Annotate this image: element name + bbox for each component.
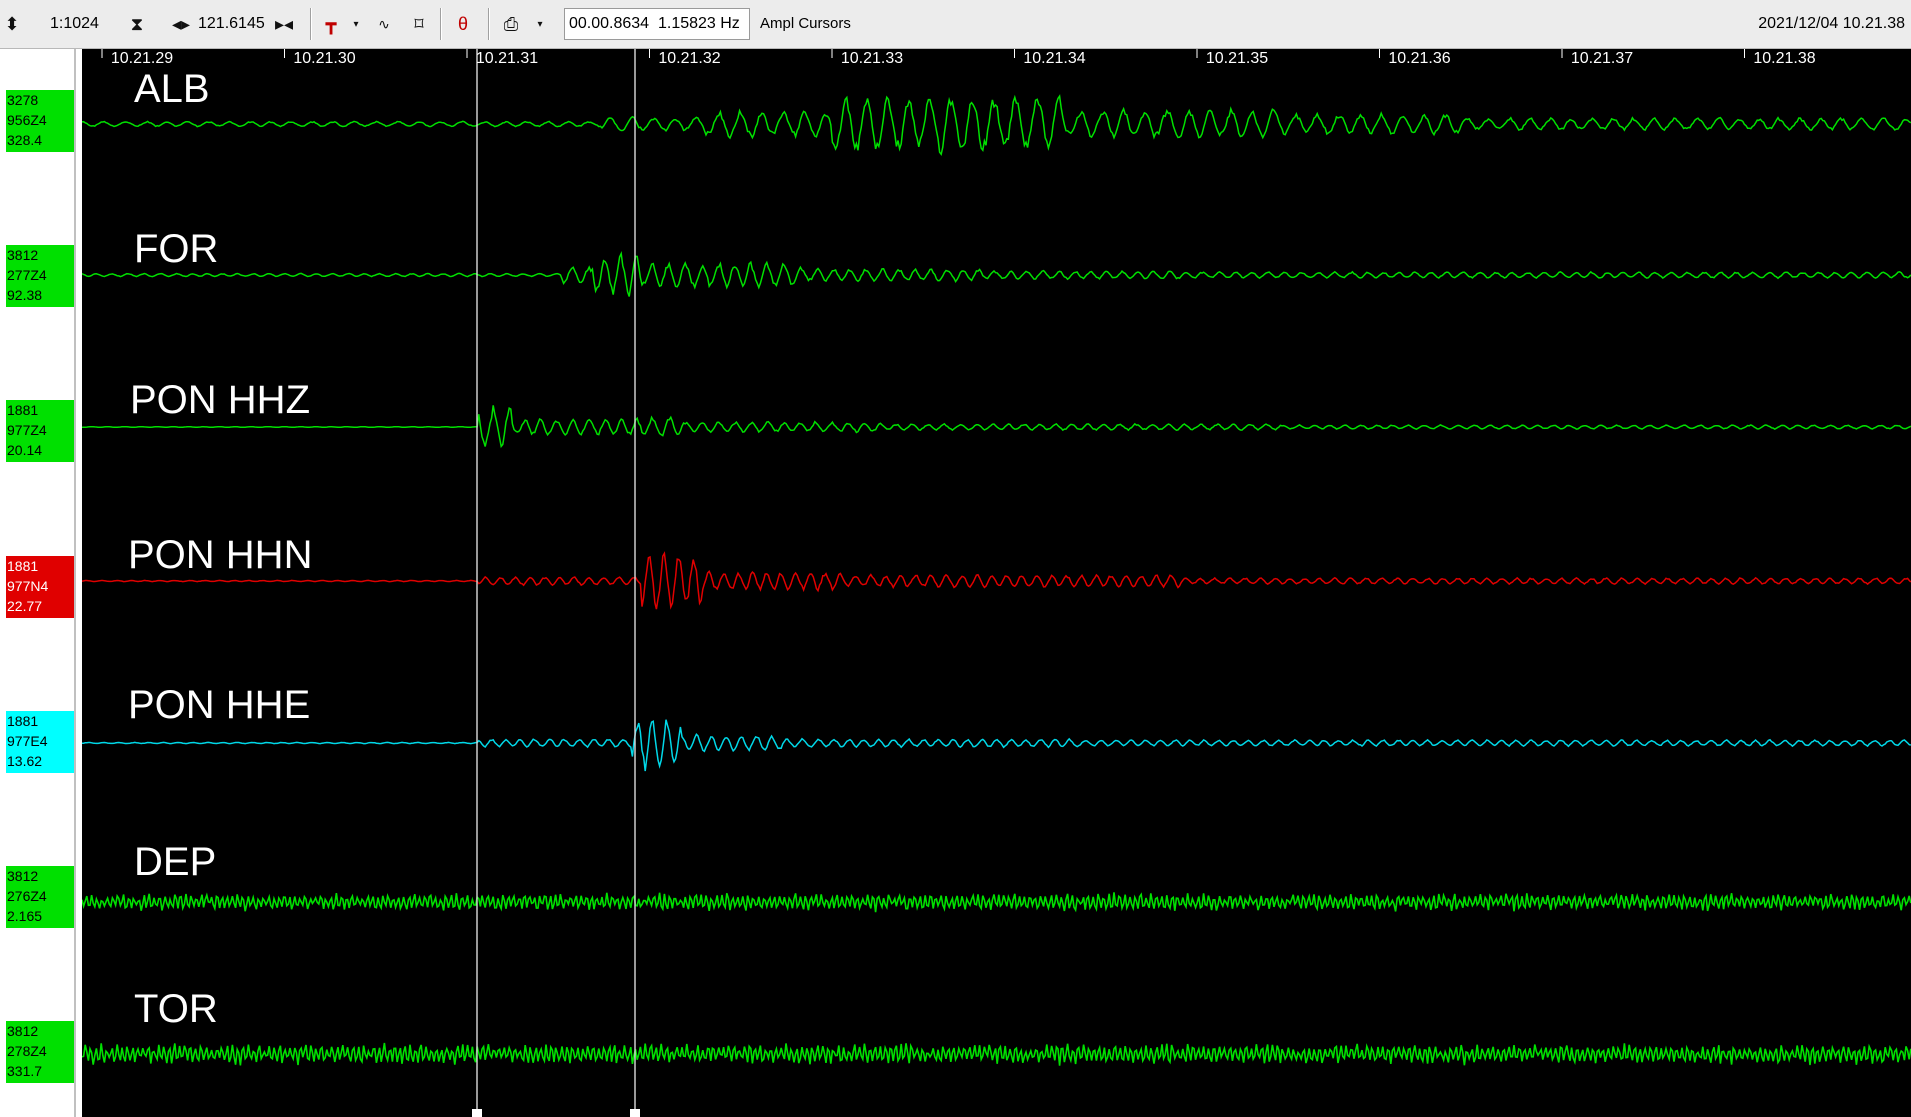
station-name: FOR	[134, 227, 219, 271]
channel-info-line: 276Z4	[7, 888, 47, 904]
trace-pon-hhz	[82, 405, 1911, 449]
channel-info-line: 977E4	[7, 733, 48, 749]
channel-info-line: 956Z4	[7, 112, 47, 128]
station-name: ALB	[134, 67, 210, 111]
channel-label[interactable]: 3812 278Z4 331.7	[6, 1021, 74, 1083]
channel-label[interactable]: 3812 276Z4 2.165	[6, 866, 74, 928]
channel-info-line: 1881	[7, 713, 39, 729]
trace-pon-hhe	[82, 719, 1911, 772]
channel-info-line: 3812	[7, 1023, 39, 1039]
channel-info-line: 92.38	[7, 287, 43, 303]
channel-info-line: 278Z4	[7, 1043, 47, 1059]
time-tick-label: 10.21.35	[1205, 50, 1269, 67]
print-dropdown-icon[interactable]: ▾	[537, 18, 543, 30]
station-name: PON HHE	[128, 683, 311, 727]
printer-icon[interactable]: ⎙	[503, 13, 519, 34]
trace-dep	[82, 892, 1911, 913]
chevron-down-icon[interactable]: ▾	[353, 18, 359, 30]
channel-label[interactable]: 1881 977Z4 20.14	[6, 400, 74, 462]
channel-label[interactable]: 3812 277Z4 92.38	[6, 245, 74, 307]
cursor-handle[interactable]	[472, 1109, 482, 1117]
vertical-zoom-icon[interactable]: ⧗	[130, 13, 144, 34]
station-name: PON HHZ	[130, 378, 310, 422]
channel-info-line: 3278	[7, 92, 39, 108]
channel-info-line: 277Z4	[7, 267, 47, 283]
cursor-time: 00.00.8634	[569, 15, 650, 32]
channel-label[interactable]: 1881 977E4 13.62	[6, 711, 74, 773]
datetime: 2021/12/04 10.21.38	[1758, 15, 1905, 32]
fit-width-icon[interactable]: ▸◂	[274, 13, 294, 34]
channel-info-line: 13.62	[7, 753, 43, 769]
time-tick-label: 10.21.31	[475, 50, 539, 67]
channel-info-line: 22.77	[7, 598, 43, 614]
station-name: PON HHN	[128, 533, 313, 577]
fit-icon[interactable]: ⌑	[414, 13, 424, 34]
wave-icon[interactable]: ∿	[378, 15, 390, 32]
channel-info-line: 328.4	[7, 132, 43, 148]
trace-tor	[82, 1042, 1911, 1066]
time-tick-label: 10.21.32	[658, 50, 721, 67]
channel-label[interactable]: 3278 956Z4 328.4	[6, 90, 74, 152]
cursor-mode: Ampl Cursors	[760, 15, 851, 32]
channel-info-line: 3812	[7, 247, 39, 263]
toolbar: ⬍ 1:1024 ⧗ ◂▸ 121.6145 ▸◂ ┳ ▾ ∿ ⌑ θ ⎙ ▾ …	[0, 0, 1911, 49]
cursor-handle[interactable]	[630, 1109, 640, 1117]
channel-info-line: 2.165	[7, 908, 43, 924]
seismogram-canvas[interactable]	[82, 49, 1911, 1117]
channel-label[interactable]: 1881 977N4 22.77	[6, 556, 74, 618]
time-tick-label: 10.21.33	[840, 50, 904, 67]
time-tick-label: 10.21.37	[1570, 50, 1634, 67]
phase-icon[interactable]: θ	[457, 13, 468, 34]
filter-icon[interactable]: ┳	[325, 13, 337, 34]
time-tick-label: 10.21.30	[293, 50, 356, 67]
channel-info-line: 1881	[7, 558, 39, 574]
station-name: TOR	[134, 987, 218, 1031]
updown-arrow-icon[interactable]: ⬍	[4, 13, 20, 34]
channel-info-line: 977Z4	[7, 422, 47, 438]
trace-for	[82, 250, 1911, 297]
left-right-arrow-icon[interactable]: ◂▸	[171, 13, 191, 34]
zoom-ratio[interactable]: 1:1024	[50, 15, 99, 32]
channel-info-line: 1881	[7, 402, 39, 418]
channel-info-line: 20.14	[7, 442, 43, 458]
cursor-readout: 00.00.8634 1.15823 Hz	[564, 8, 750, 40]
amplitude-value[interactable]: 121.6145	[198, 15, 265, 32]
time-tick-label: 10.21.38	[1753, 50, 1816, 67]
channel-info-line: 331.7	[7, 1063, 43, 1079]
trace-alb	[82, 94, 1911, 157]
cursor-frequency: 1.15823 Hz	[657, 15, 740, 32]
time-tick-label: 10.21.29	[110, 50, 174, 67]
time-tick-label: 10.21.34	[1023, 50, 1086, 67]
channel-info-line: 977N4	[7, 578, 49, 594]
trace-pon-hhn	[82, 551, 1911, 610]
station-name: DEP	[134, 840, 217, 884]
seismogram-plot[interactable]	[82, 49, 1911, 1117]
time-tick-label: 10.21.36	[1388, 50, 1451, 67]
channel-info-line: 3812	[7, 868, 39, 884]
